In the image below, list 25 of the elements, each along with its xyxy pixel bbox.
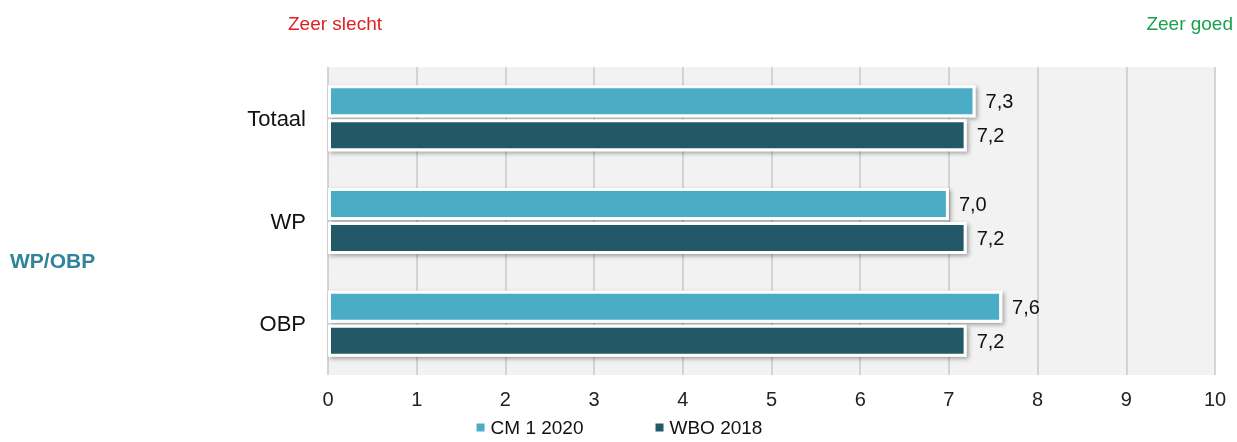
y-tick-label: Totaal — [247, 105, 306, 131]
data-label: 7,2 — [976, 329, 1005, 352]
x-tick-label: 3 — [588, 388, 600, 410]
x-tick-label: 2 — [499, 388, 511, 410]
legend-label: WBO 2018 — [669, 417, 763, 438]
text: Zeer goed — [1146, 13, 1234, 34]
x-tick-label: 10 — [1203, 388, 1227, 410]
x-tick-label: 9 — [1120, 388, 1132, 410]
x-tick-label: 7 — [943, 388, 955, 410]
x-tick-label: 5 — [765, 388, 778, 410]
y-tick-label: WP — [270, 208, 306, 234]
data-label: 7,2 — [976, 124, 1005, 147]
data-label: 7,3 — [985, 90, 1014, 113]
x-tick-label: 4 — [677, 388, 689, 410]
text: Zeer slecht — [288, 13, 383, 34]
text: WP/OBP — [10, 249, 96, 272]
x-tick-label: 1 — [411, 388, 423, 410]
y-tick-label: OBP — [259, 311, 306, 337]
data-label: 7,6 — [1012, 295, 1040, 318]
legend-label: CM 1 2020 — [490, 417, 584, 438]
x-tick-label: 8 — [1032, 388, 1044, 410]
x-tick-label: 6 — [854, 388, 866, 410]
data-label: 7,2 — [976, 226, 1005, 249]
x-tick-label: 0 — [322, 388, 334, 410]
data-label: 7,0 — [958, 193, 987, 216]
